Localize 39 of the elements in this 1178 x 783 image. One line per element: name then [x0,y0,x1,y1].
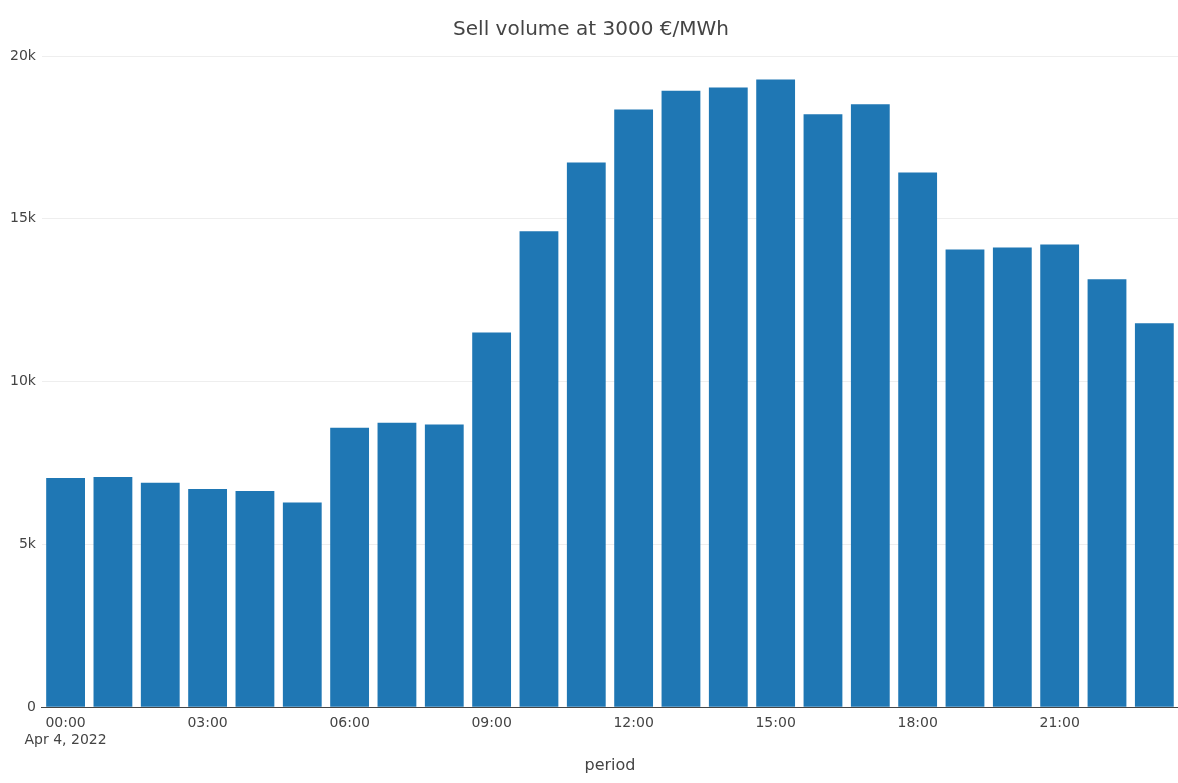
bar [708,87,748,707]
bar [614,109,654,707]
bar [377,422,417,707]
bar [756,79,796,707]
bar [850,104,890,707]
bar [1087,279,1127,707]
x-tick-label: 21:00 [1039,714,1080,731]
bar [1040,244,1080,707]
bar [424,424,464,707]
bar [188,489,228,707]
bar [566,162,606,707]
bar [519,231,559,707]
x-tick-label: 00:00 Apr 4, 2022 [24,714,107,748]
bar [46,477,85,707]
bar [93,477,133,707]
chart-title: Sell volume at 3000 €/MWh [453,16,729,41]
bar [992,247,1032,707]
bar [282,502,322,707]
x-tick-label: 03:00 [187,714,228,731]
bar [330,427,370,707]
bar [898,172,938,707]
y-tick-label: 10k [10,372,37,389]
y-tick-label: 20k [10,46,37,63]
x-tick-label: 12:00 [613,714,654,731]
bar [140,482,180,707]
x-axis-title: period [584,754,636,774]
x-tick-label: 15:00 [755,714,796,731]
y-tick-label: 5k [18,535,37,552]
bar [235,491,275,707]
y-tick-label: 15k [10,209,37,226]
bar [661,90,701,707]
bar [472,332,512,707]
y-tick-label: 0 [27,697,36,714]
bar [803,114,843,707]
x-tick-label: 09:00 [471,714,512,731]
bar [945,249,985,707]
x-tick-label: 18:00 [897,714,938,731]
bar [1134,323,1174,707]
x-tick-label: 06:00 [329,714,370,731]
